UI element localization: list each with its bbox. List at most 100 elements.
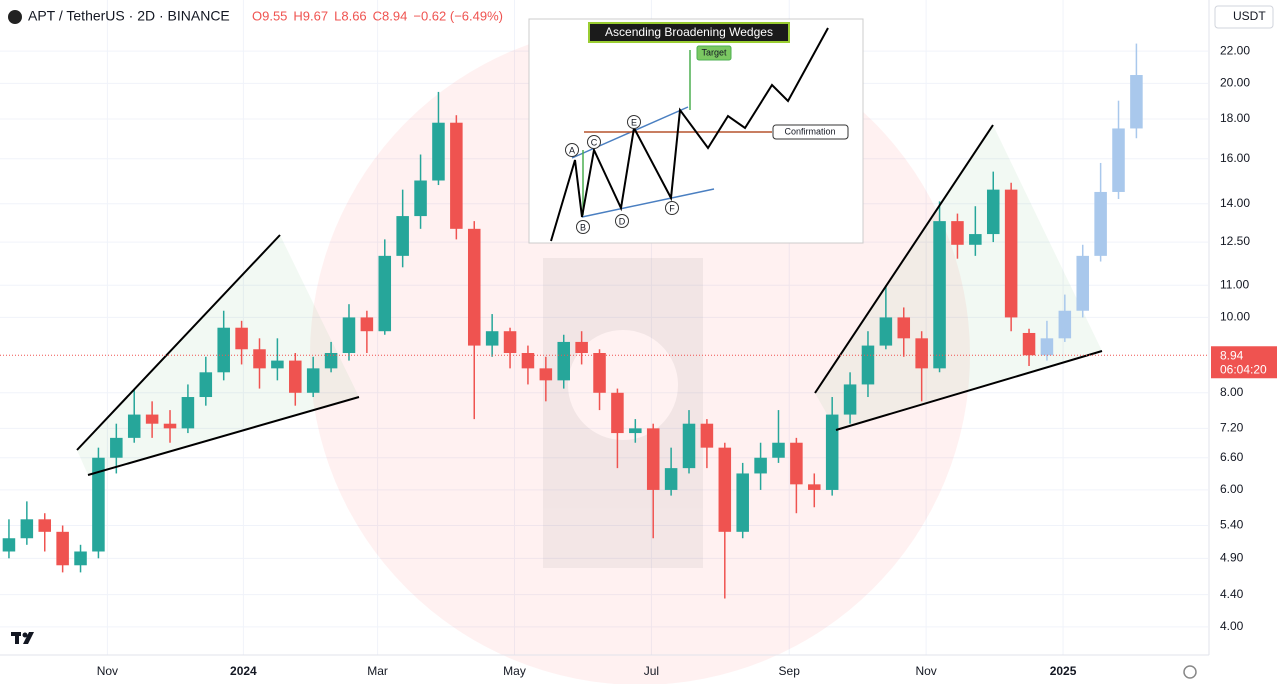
candle-body xyxy=(253,349,266,369)
inset-zigzag xyxy=(550,27,829,242)
candle-body xyxy=(718,447,732,532)
x-tick-label: May xyxy=(503,664,526,678)
candle-body xyxy=(378,255,392,332)
candle-body xyxy=(450,122,463,229)
candle-body xyxy=(199,372,213,398)
candle-body xyxy=(20,519,34,539)
inset-title-box xyxy=(588,22,790,43)
candle-body xyxy=(1022,332,1036,356)
inset-point-marker xyxy=(665,201,679,215)
candle-body xyxy=(790,442,803,485)
axes: 4.00 4.40 4.90 5.40 6.00 6.60 7.20 8.00 10.00 11.… xyxy=(97,43,1251,678)
candle-body xyxy=(1076,255,1089,311)
candle-body xyxy=(772,442,785,458)
x-tick-label: Mar xyxy=(367,664,388,678)
inset-point-marker xyxy=(565,143,579,157)
inset-point-label: C xyxy=(591,137,598,147)
inset-point-marker xyxy=(576,220,590,234)
y-tick-label: 4.40 xyxy=(1220,587,1244,601)
candle-body xyxy=(951,221,964,245)
candle-body xyxy=(611,392,624,434)
ohlc-value: O9.55 xyxy=(252,8,287,23)
inset-point-label: F xyxy=(669,203,675,213)
candle-body xyxy=(38,519,52,532)
candle-body xyxy=(736,473,749,532)
inset-point-marker xyxy=(615,214,629,228)
candle-body xyxy=(396,216,409,256)
currency: USDT xyxy=(1233,9,1266,23)
candle-body xyxy=(1094,191,1107,256)
trend-line xyxy=(76,234,281,451)
candle-body xyxy=(503,331,517,354)
candle-body xyxy=(1058,310,1072,339)
ohlc-value: H9.67 xyxy=(293,8,328,23)
y-tick-label: 6.60 xyxy=(1220,450,1244,464)
candle-body xyxy=(1040,338,1054,356)
candle-body xyxy=(682,423,696,469)
inset-point-label: E xyxy=(631,117,637,127)
candle-body xyxy=(92,457,105,552)
currency-box[interactable] xyxy=(1214,5,1274,29)
candle-body xyxy=(181,397,195,429)
candle-body xyxy=(306,368,320,393)
candle-body xyxy=(110,437,123,458)
candle-body xyxy=(754,457,767,474)
candle-body xyxy=(432,122,445,181)
candle-body xyxy=(915,338,928,369)
y-tick-label: 4.00 xyxy=(1220,619,1244,633)
candle-body xyxy=(700,423,714,448)
y-tick-label: 20.00 xyxy=(1220,76,1250,90)
candle-body xyxy=(74,551,87,566)
y-tick-label: 6.00 xyxy=(1220,482,1244,496)
settings-button[interactable] xyxy=(1183,665,1197,679)
y-tick-label: 5.40 xyxy=(1220,518,1244,532)
x-tick-label: Jul xyxy=(644,664,659,678)
logo-part xyxy=(23,632,34,644)
candle-body xyxy=(485,331,499,346)
candle-body xyxy=(897,317,911,339)
inset-point-marker xyxy=(627,115,641,129)
last-price-box xyxy=(1211,346,1277,379)
x-tick-label: 2025 xyxy=(1050,664,1077,678)
ohlc-value: L8.66 xyxy=(334,8,367,23)
candle-body xyxy=(342,317,356,354)
candle-body xyxy=(861,345,875,385)
candle-body xyxy=(145,414,159,424)
x-tick-label: Nov xyxy=(915,664,936,678)
candles xyxy=(2,43,1143,599)
trend-line xyxy=(835,350,1103,431)
last-price: 8.94 xyxy=(1220,348,1244,362)
x-tick-label: 2024 xyxy=(230,664,257,678)
y-tick-label: 10.00 xyxy=(1220,310,1250,324)
candle-body xyxy=(557,341,570,381)
logo-part xyxy=(22,632,28,638)
y-tick-label: 22.00 xyxy=(1220,43,1250,57)
y-tick-label: 8.00 xyxy=(1220,385,1244,399)
inset-target: Target xyxy=(701,47,727,57)
candle-body xyxy=(986,189,1000,235)
candle-body xyxy=(414,180,427,217)
inset-confirmation: Confirmation xyxy=(784,126,835,136)
candle-body xyxy=(575,341,588,354)
candle-body xyxy=(217,327,230,373)
countdown: 06:04:20 xyxy=(1220,362,1267,376)
y-tick-label: 14.00 xyxy=(1220,196,1250,210)
candle-body xyxy=(879,317,893,346)
candle-body xyxy=(235,327,248,350)
ohlc: O9.55 H9.67 L8.66 C8.94 xyxy=(252,8,407,23)
change: −0.62 (−6.49%) xyxy=(413,8,503,23)
candle-body xyxy=(1112,128,1125,192)
candle-body xyxy=(843,384,857,415)
y-tick-label: 12.50 xyxy=(1220,234,1250,248)
candle-body xyxy=(467,228,481,346)
candle-body xyxy=(127,414,141,438)
y-tick-label: 4.90 xyxy=(1220,550,1244,564)
tv-logo xyxy=(11,632,34,644)
inset-line xyxy=(581,188,715,218)
candle-body xyxy=(163,423,177,429)
inset-point-label: D xyxy=(619,216,626,226)
candle-body xyxy=(825,414,839,490)
candle-body xyxy=(664,468,678,490)
inset-points: A B C D E F xyxy=(565,115,679,234)
